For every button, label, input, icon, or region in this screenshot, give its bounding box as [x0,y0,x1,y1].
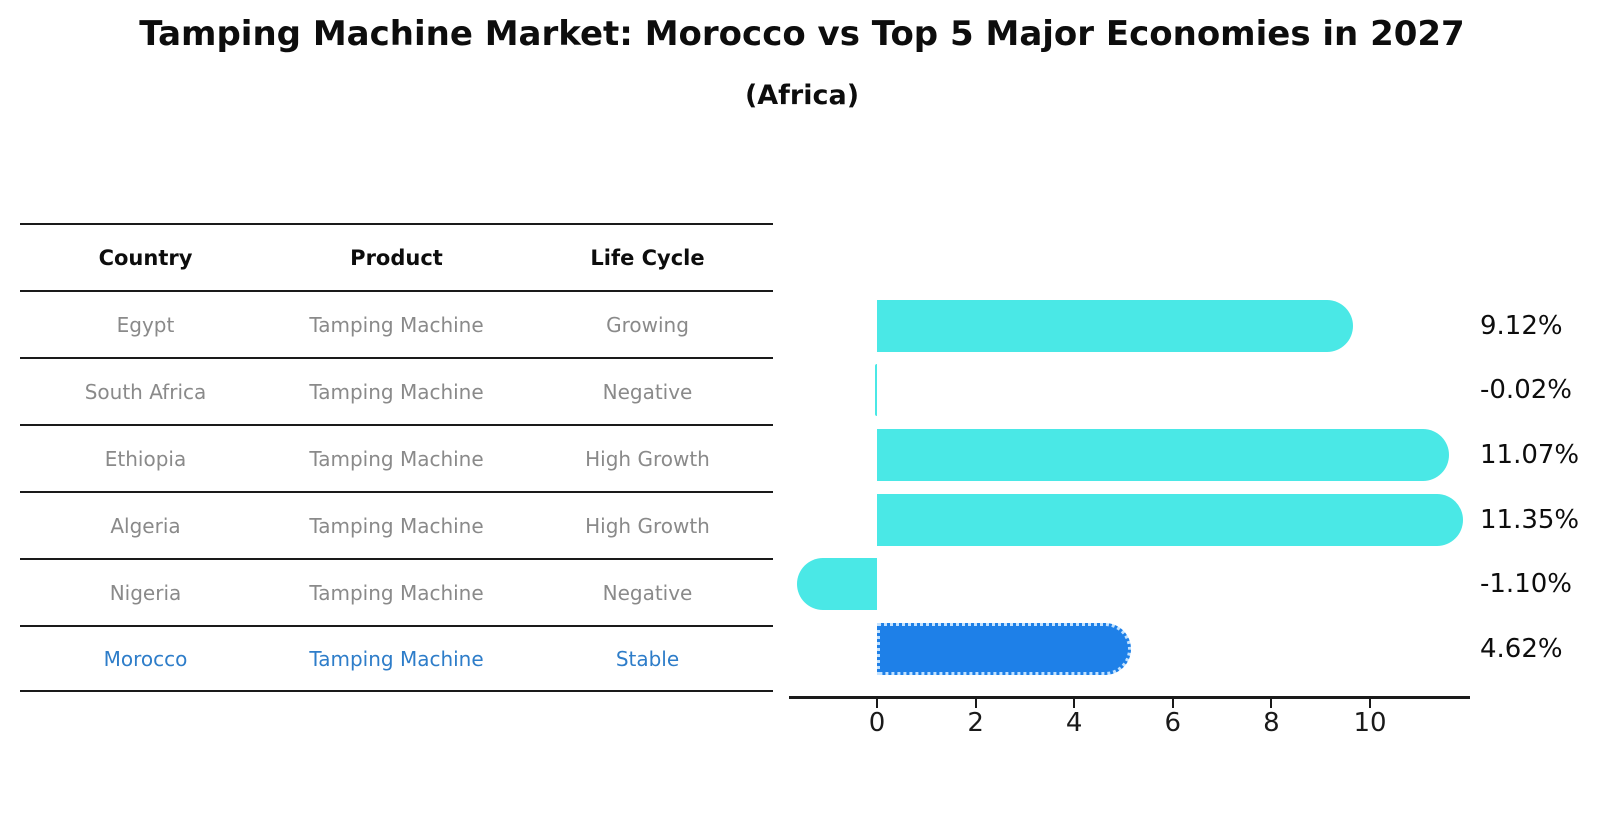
bar-egypt [877,299,1353,352]
cell-product: Tamping Machine [309,513,484,538]
bar-morocco [877,623,1131,675]
chart-title: Tamping Machine Market: Morocco vs Top 5… [139,14,1465,54]
cell-life-cycle: High Growth [585,446,710,471]
chart-subtitle: (Africa) [744,80,860,111]
value-label-egypt: 9.12% [1480,310,1563,341]
table-row-nigeria: Nigeria Tamping Machine Negative [20,558,773,625]
table-row-south-africa: South Africa Tamping Machine Negative [20,357,773,424]
table-row-algeria: Algeria Tamping Machine High Growth [20,491,773,558]
cell-life-cycle: High Growth [585,513,710,538]
x-axis-tick [1369,699,1371,708]
bar-ethiopia [877,428,1449,481]
table-header-row: Country Product Life Cycle [20,223,773,290]
cell-country: Nigeria [109,580,182,605]
column-header-country: Country [98,245,193,270]
cell-product: Tamping Machine [309,446,484,471]
bar-algeria [877,493,1463,546]
cell-country: Ethiopia [104,446,187,471]
value-label-morocco: 4.62% [1480,634,1563,664]
cell-life-cycle: Growing [606,312,689,337]
cell-product: Tamping Machine [309,379,484,404]
value-label-ethiopia: 11.07% [1480,439,1580,470]
x-axis-tick [1270,699,1273,708]
x-axis-tick [1073,699,1076,708]
cell-product: Tamping Machine [309,646,484,671]
cell-product: Tamping Machine [309,312,484,337]
cell-country: Algeria [110,513,181,538]
cell-life-cycle: Negative [602,580,693,605]
column-header-product: Product [350,245,443,270]
cell-country: Morocco [103,646,188,671]
x-axis-tick [876,699,878,708]
country-table: Country Product Life Cycle Egypt Tamping… [20,223,773,692]
cell-country: Egypt [116,312,175,337]
x-axis-tick-label: 6 [1164,708,1182,738]
table-row-morocco: Morocco Tamping Machine Stable [20,625,773,692]
x-axis-tick-label: 4 [1065,708,1083,738]
value-label-south-africa: -0.02% [1480,375,1572,406]
x-axis-tick-label: 2 [967,708,984,738]
value-label-nigeria: -1.10% [1480,569,1572,600]
cell-country: South Africa [84,379,207,404]
x-axis-tick-label: 10 [1353,708,1387,738]
x-axis-tick-label: 0 [868,708,886,738]
cell-life-cycle: Negative [602,379,693,404]
x-axis-tick [974,699,977,708]
cell-product: Tamping Machine [309,580,484,605]
table-row-ethiopia: Ethiopia Tamping Machine High Growth [20,424,773,491]
table-row-egypt: Egypt Tamping Machine Growing [20,290,773,357]
x-axis-tick-label: 8 [1263,708,1280,738]
x-axis-line [789,696,1470,699]
value-label-algeria: 11.35% [1480,504,1580,535]
bar-nigeria [796,558,877,611]
x-axis-tick [1171,699,1174,708]
cell-life-cycle: Stable [615,646,680,671]
column-header-life-cycle: Life Cycle [590,245,705,270]
bar-south-africa [874,364,877,417]
